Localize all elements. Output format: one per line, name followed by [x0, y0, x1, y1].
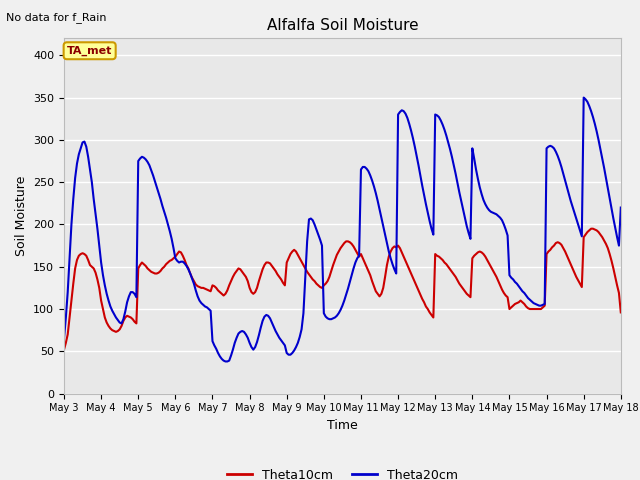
Text: TA_met: TA_met	[67, 46, 113, 56]
Theta10cm	[617, 310, 625, 315]
Theta10cm	[530, 306, 538, 312]
Theta10cm	[576, 281, 584, 287]
Theta20cm	[221, 359, 229, 364]
Theta10cm	[588, 226, 595, 231]
Theta20cm	[617, 204, 625, 210]
Legend: Theta10cm, Theta20cm: Theta10cm, Theta20cm	[222, 464, 463, 480]
Theta20cm	[532, 301, 540, 307]
Y-axis label: Soil Moisture: Soil Moisture	[15, 176, 28, 256]
Theta20cm	[578, 233, 586, 239]
Theta10cm	[60, 347, 68, 352]
Theta20cm	[442, 133, 450, 139]
Theta20cm	[287, 352, 294, 358]
Theta20cm	[580, 95, 588, 100]
Theta20cm	[500, 222, 508, 228]
Theta20cm	[305, 216, 313, 222]
Line: Theta10cm: Theta10cm	[64, 228, 621, 349]
Line: Theta20cm: Theta20cm	[64, 97, 621, 361]
Theta10cm	[303, 269, 311, 275]
Theta10cm	[440, 260, 448, 265]
Theta10cm	[498, 287, 506, 292]
X-axis label: Time: Time	[327, 419, 358, 432]
Text: No data for f_Rain: No data for f_Rain	[6, 12, 107, 23]
Theta10cm	[285, 255, 292, 261]
Title: Alfalfa Soil Moisture: Alfalfa Soil Moisture	[267, 18, 418, 33]
Theta20cm	[60, 336, 68, 341]
